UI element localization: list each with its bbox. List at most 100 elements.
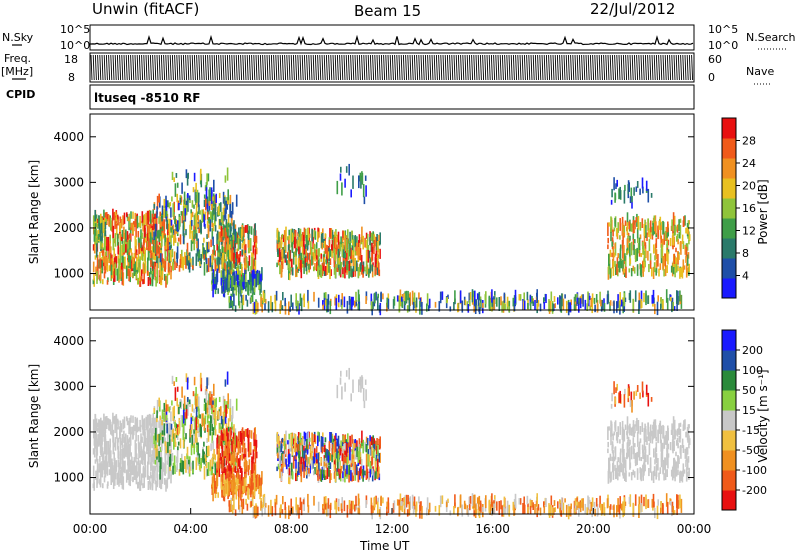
- ytick-label: 4000: [53, 130, 84, 144]
- freq-hatch-line: [572, 54, 575, 81]
- power-point: [413, 292, 416, 306]
- velocity-point: [529, 505, 532, 514]
- velocity-point: [418, 496, 420, 504]
- velocity-point: [334, 442, 337, 452]
- power-point: [254, 260, 257, 275]
- power-point: [206, 234, 208, 239]
- power-point: [230, 244, 233, 252]
- velocity-point: [337, 452, 340, 462]
- power-point: [614, 193, 617, 201]
- velocity-point: [141, 436, 143, 443]
- power-point: [277, 248, 279, 255]
- power-point: [640, 253, 643, 258]
- freq-hatch-line: [222, 54, 225, 81]
- velocity-point: [143, 474, 145, 488]
- velocity-point: [185, 459, 187, 473]
- power-point: [244, 253, 247, 266]
- power-point: [638, 300, 641, 309]
- power-point: [238, 257, 240, 263]
- velocity-point: [224, 431, 227, 442]
- power-point: [322, 304, 324, 310]
- velocity-point: [170, 439, 172, 448]
- power-point: [647, 295, 649, 304]
- velocity-point: [188, 399, 191, 405]
- power-point: [317, 248, 320, 260]
- power-point: [149, 277, 151, 285]
- velocity-point: [200, 458, 202, 469]
- velocity-point: [325, 496, 327, 507]
- velocity-point: [254, 478, 256, 486]
- power-point: [158, 216, 160, 224]
- velocity-point: [114, 461, 117, 473]
- power-point: [251, 252, 253, 258]
- freq-ytick-top: 18: [64, 53, 78, 66]
- power-point: [321, 242, 324, 250]
- velocity-point: [103, 475, 106, 483]
- velocity-point: [229, 398, 232, 408]
- power-point: [680, 267, 682, 277]
- power-point: [304, 257, 307, 268]
- power-point: [324, 299, 327, 306]
- velocity-point: [147, 481, 150, 490]
- power-point: [365, 185, 367, 197]
- velocity-point: [292, 455, 295, 469]
- power-point: [319, 264, 322, 277]
- power-point: [527, 303, 529, 309]
- power-point: [676, 297, 678, 311]
- velocity-point: [227, 453, 229, 464]
- velocity-point: [399, 498, 402, 511]
- power-point: [371, 232, 373, 242]
- velocity-point: [203, 441, 205, 447]
- power-point: [138, 267, 141, 281]
- power-point: [670, 296, 672, 302]
- freq-hatch-line: [684, 54, 687, 81]
- power-point: [190, 258, 192, 267]
- velocity-point: [191, 404, 194, 412]
- power-point: [243, 263, 246, 268]
- power-point: [114, 253, 116, 263]
- velocity-point: [134, 416, 137, 423]
- power-point: [624, 220, 627, 226]
- velocity-point: [216, 461, 218, 472]
- power-point: [214, 287, 217, 295]
- freq-hatch-line: [655, 54, 658, 81]
- velocity-point: [341, 386, 343, 400]
- power-point: [211, 265, 214, 272]
- freq-hatch-line: [543, 54, 546, 81]
- velocity-point: [334, 500, 336, 510]
- velocity-point: [129, 431, 132, 443]
- velocity-point: [213, 449, 215, 459]
- velocity-point: [252, 507, 255, 519]
- power-point: [175, 224, 177, 232]
- power-point: [321, 233, 324, 243]
- velocity-point: [139, 451, 142, 458]
- velocity-point: [94, 435, 97, 449]
- power-point: [344, 259, 347, 270]
- power-point: [145, 234, 147, 243]
- power-point: [354, 239, 356, 245]
- power-point: [96, 271, 98, 284]
- power-point: [154, 255, 157, 261]
- power-point: [140, 235, 142, 248]
- nsky-ytick-bottom: 10^0: [60, 39, 90, 52]
- velocity-point: [346, 454, 348, 467]
- power-point: [131, 256, 134, 269]
- freq-hatch-line: [253, 54, 256, 81]
- velocity-point: [327, 455, 330, 463]
- power-point: [624, 255, 627, 268]
- freq-hatch-line: [295, 54, 298, 81]
- power-point: [133, 263, 136, 276]
- power-point: [217, 288, 219, 294]
- velocity-point: [143, 444, 145, 458]
- power-point: [113, 212, 116, 220]
- velocity-point: [359, 457, 361, 465]
- power-point: [190, 213, 193, 226]
- power-point: [552, 303, 555, 311]
- power-point: [336, 234, 339, 243]
- power-point: [192, 187, 195, 193]
- freq-hatch-line: [174, 54, 177, 81]
- freq-hatch-line: [482, 54, 485, 81]
- velocity-point: [143, 418, 146, 429]
- power-point: [227, 222, 230, 228]
